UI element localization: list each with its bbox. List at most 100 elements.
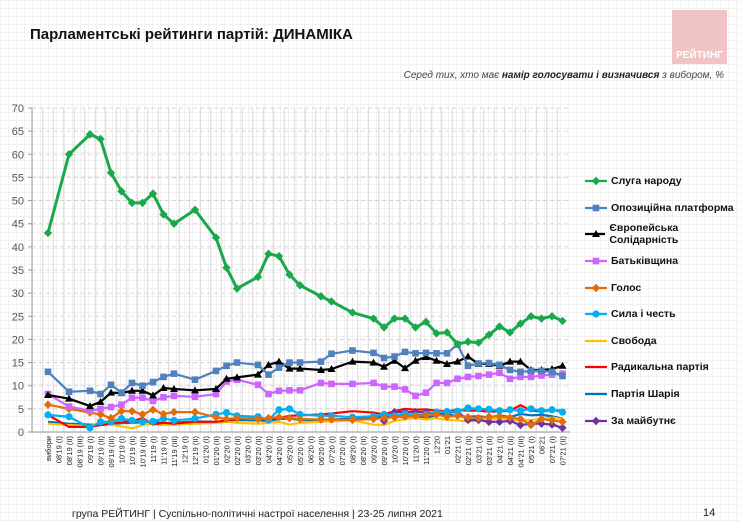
x-tick-label: 07'20 (II) (338, 436, 347, 466)
subtitle-part: Серед тих, хто має (403, 70, 502, 81)
data-point-circle (275, 406, 283, 414)
x-tick-label: 02'21 (I) (454, 435, 463, 463)
data-point-square (328, 380, 335, 388)
data-point-triangle (443, 359, 451, 367)
subtitle-bold: намір голосувати і визначився (501, 70, 660, 81)
x-tick-label: 08'20 (I) (349, 435, 358, 463)
data-point-diamond (169, 407, 179, 417)
series-2 (44, 341, 566, 398)
data-point-diamond (264, 413, 273, 423)
legend-item: За майбутнє (585, 407, 740, 434)
data-point-triangle (506, 357, 514, 365)
data-point-square (86, 407, 94, 415)
data-point-diamond (537, 414, 546, 424)
x-tick-label: 02'21 (II) (464, 436, 473, 466)
logo-text: РЕЙТИНГ (676, 50, 723, 61)
data-point-square (517, 368, 524, 376)
legend-label: Слуга народу (611, 175, 682, 188)
data-point-square (139, 382, 146, 390)
data-point-diamond (495, 322, 504, 331)
data-point-diamond (495, 417, 504, 427)
data-point-triangle (411, 356, 420, 364)
data-point-diamond (558, 423, 567, 433)
x-tick-label: 12'20 (433, 436, 442, 454)
data-point-square (380, 383, 388, 390)
data-point-diamond (222, 414, 231, 424)
data-point-square (275, 364, 283, 371)
data-point-circle (65, 413, 73, 421)
data-point-square (44, 368, 52, 376)
x-tick-label: 01'20 (II) (212, 436, 221, 466)
x-tick-label: 10'19 (II) (128, 436, 137, 466)
data-point-square (517, 373, 524, 381)
data-point-circle (516, 407, 525, 415)
legend-swatch (585, 177, 607, 186)
page-number: 14 (703, 507, 716, 519)
data-point-square (296, 387, 304, 394)
data-point-diamond (285, 270, 294, 279)
data-point-square (233, 359, 241, 366)
data-point-triangle (422, 353, 430, 361)
data-point-circle (96, 418, 105, 426)
data-point-diamond (484, 412, 494, 421)
data-point-diamond (453, 339, 462, 349)
y-tick-label: 55 (12, 172, 24, 184)
data-point-diamond (117, 187, 126, 196)
data-point-square (370, 349, 377, 357)
legend-swatch (585, 283, 607, 292)
x-tick-label: 11'19 (I) (149, 436, 158, 463)
data-point-diamond (505, 328, 515, 337)
data-point-square (401, 386, 409, 393)
x-tick-label: 03'21 (I) (475, 435, 484, 463)
data-point-square (212, 367, 220, 375)
rating-logo: РЕЙТИНГ (672, 10, 727, 64)
x-tick-label: 05'21 (I) (527, 435, 536, 463)
data-point-circle (558, 408, 567, 416)
chart-subtitle: Серед тих, хто має намір голосувати і ви… (404, 70, 724, 81)
data-point-square (254, 381, 262, 389)
data-point-triangle (128, 386, 136, 394)
x-tick-label: 05'20 (II) (296, 436, 305, 466)
data-point-diamond (379, 413, 389, 423)
data-point-square (107, 403, 115, 411)
data-point-triangle (233, 373, 241, 381)
data-point-diamond (516, 420, 525, 430)
data-point-diamond (264, 249, 273, 258)
legend-label: За майбутнє (611, 414, 676, 427)
y-tick-label: 65 (12, 126, 24, 138)
data-point-diamond (106, 413, 116, 423)
x-tick-label: 03'20 (I) (244, 435, 253, 463)
data-point-diamond (232, 284, 242, 293)
data-point-diamond (463, 412, 473, 422)
data-point-circle (138, 418, 147, 426)
data-point-diamond (96, 134, 105, 144)
x-tick-label: 04'20 (II) (275, 436, 284, 466)
legend-label: Свобода (611, 334, 657, 347)
data-point-square (118, 401, 125, 408)
x-tick-label: 07'21 (I) (548, 435, 557, 463)
data-point-square (380, 354, 388, 362)
data-point-square (506, 375, 514, 383)
legend-item: Свобода (585, 328, 740, 355)
legend-item: Радикальна партія (585, 354, 740, 381)
x-tick-label: 09'20 (I) (370, 435, 379, 463)
data-point-square (128, 394, 136, 402)
data-point-diamond (547, 416, 557, 425)
data-point-square (592, 257, 600, 265)
data-point-triangle (348, 357, 357, 365)
data-point-square (149, 397, 157, 405)
y-tick-label: 0 (18, 427, 24, 439)
x-tick-label: 04'20 (I) (265, 435, 274, 463)
data-point-square (464, 373, 472, 381)
legend-label: Партія Шарія (611, 388, 680, 401)
x-tick-label: 01'21 (443, 436, 452, 454)
x-tick-label: 09'19 (III) (107, 436, 116, 468)
series-line (47, 416, 563, 430)
data-point-diamond (96, 410, 105, 419)
data-point-diamond (526, 312, 536, 321)
series-6 (44, 404, 567, 432)
data-point-circle (128, 416, 136, 425)
data-point-square (170, 392, 178, 400)
series-5 (43, 400, 567, 430)
data-point-circle (222, 408, 231, 417)
